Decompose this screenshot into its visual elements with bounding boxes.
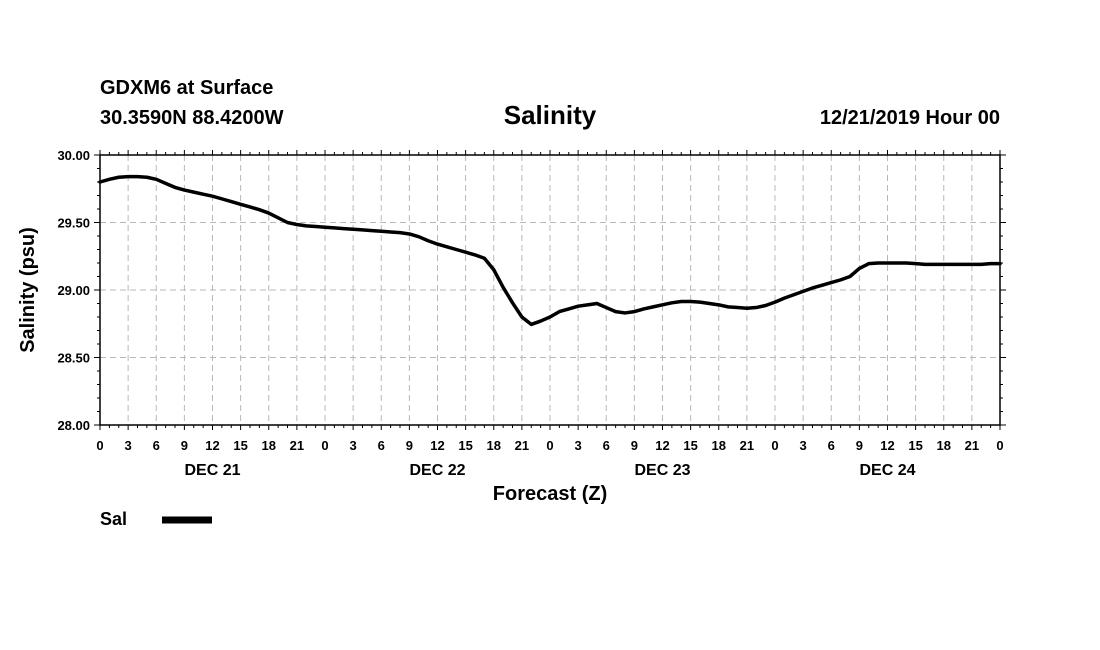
x-tick-label: 6 [378, 438, 385, 453]
x-axis: 0 3 6 9 12 15 18 21 0 3 6 9 12 15 18 21 0 3 6 9 12 15 18 21 0 3 6 9… [96, 150, 1004, 453]
y-tick-label: 29.50 [57, 216, 90, 231]
x-tick-label: 3 [125, 438, 132, 453]
x-tick-label: 12 [880, 438, 894, 453]
y-tick-label: 30.00 [57, 148, 90, 163]
x-tick-label: 0 [546, 438, 553, 453]
x-tick-label: 18 [937, 438, 951, 453]
y-tick-label: 28.00 [57, 418, 90, 433]
x-tick-label: 21 [515, 438, 529, 453]
x-tick-label: 18 [262, 438, 276, 453]
x-tick-label: 9 [406, 438, 413, 453]
chart-title: Salinity [504, 100, 597, 130]
x-tick-label: 21 [965, 438, 979, 453]
x-tick-label: 0 [996, 438, 1003, 453]
x-tick-label: 18 [712, 438, 726, 453]
x-tick-label: 9 [631, 438, 638, 453]
x-tick-label: 9 [856, 438, 863, 453]
x-tick-label: 18 [487, 438, 501, 453]
x-tick-label: 3 [350, 438, 357, 453]
location-label: 30.3590N 88.4200W [100, 107, 284, 129]
x-tick-label: 0 [321, 438, 328, 453]
x-tick-label: 12 [655, 438, 669, 453]
day-label: DEC 24 [859, 462, 915, 479]
x-tick-label: 15 [458, 438, 472, 453]
x-tick-label: 15 [908, 438, 922, 453]
x-tick-label: 15 [233, 438, 247, 453]
y-axis: 28.00 28.50 29.00 29.50 30.00 [57, 148, 1006, 433]
x-tick-label: 6 [153, 438, 160, 453]
x-tick-label: 12 [205, 438, 219, 453]
day-label: DEC 23 [634, 462, 690, 479]
x-tick-label: 6 [828, 438, 835, 453]
y-tick-label: 28.50 [57, 351, 90, 366]
x-tick-label: 21 [740, 438, 754, 453]
y-axis-title: Salinity (psu) [17, 227, 39, 353]
day-labels: DEC 21 DEC 22 DEC 23 DEC 24 [184, 462, 915, 479]
run-time-label: 12/21/2019 Hour 00 [820, 107, 1000, 129]
station-label: GDXM6 at Surface [100, 77, 273, 99]
x-axis-title: Forecast (Z) [493, 483, 607, 505]
x-tick-label: 0 [771, 438, 778, 453]
x-tick-label: 21 [290, 438, 304, 453]
x-tick-label: 0 [96, 438, 103, 453]
x-tick-label: 15 [683, 438, 697, 453]
day-label: DEC 21 [184, 462, 240, 479]
grid-lines [100, 155, 1000, 425]
x-tick-label: 12 [430, 438, 444, 453]
legend-label: Sal [100, 509, 127, 529]
x-tick-label: 9 [181, 438, 188, 453]
day-label: DEC 22 [409, 462, 465, 479]
x-tick-label: 6 [603, 438, 610, 453]
salinity-series-line [98, 174, 1002, 327]
x-tick-label: 3 [575, 438, 582, 453]
y-tick-label: 29.00 [57, 283, 90, 298]
x-tick-label: 3 [800, 438, 807, 453]
